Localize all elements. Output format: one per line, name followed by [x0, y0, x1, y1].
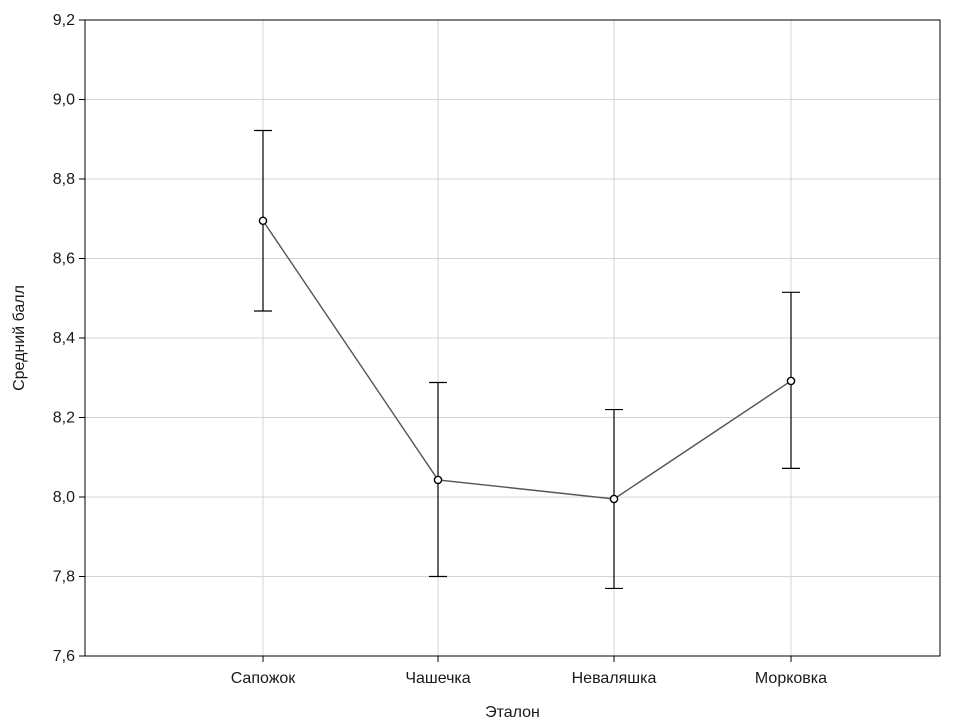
- y-tick-label: 9,0: [53, 92, 75, 109]
- axis-layer: [79, 19, 941, 662]
- data-point: [609, 494, 619, 504]
- x-tick-label: Морковка: [755, 670, 827, 687]
- data-point: [786, 376, 796, 386]
- series-layer: [254, 129, 800, 590]
- label-layer: 7,6 7,8 8,0 8,2 8,4 8,6 8,8 9,0 9,2 Сапожок Чашечк…: [53, 12, 827, 687]
- series-line: [262, 220, 792, 500]
- y-tick-label: 8,8: [53, 171, 75, 188]
- y-tick-label: 8,4: [53, 330, 75, 347]
- y-axis-title: Средний балл: [11, 285, 28, 391]
- data-point: [433, 475, 443, 485]
- y-tick-label: 8,6: [53, 251, 75, 268]
- y-tick-label: 7,8: [53, 569, 75, 586]
- x-tick-label: Сапожок: [231, 670, 297, 687]
- y-tick-label: 7,6: [53, 648, 75, 665]
- x-tick-label: Неваляшка: [572, 670, 657, 687]
- data-point: [258, 216, 268, 226]
- grid-layer: [85, 20, 940, 656]
- plot-frame: [84, 19, 941, 657]
- y-tick-label: 9,2: [53, 12, 75, 29]
- x-axis-title: Эталон: [485, 704, 540, 721]
- y-tick-label: 8,0: [53, 489, 75, 506]
- y-tick-label: 8,2: [53, 410, 75, 427]
- x-tick-label: Чашечка: [405, 670, 470, 687]
